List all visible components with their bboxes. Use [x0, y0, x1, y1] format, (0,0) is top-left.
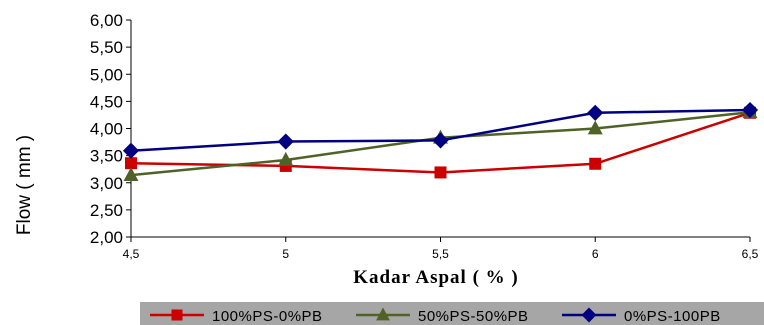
data-point-marker: [123, 143, 139, 159]
x-tick-label: 6,5: [742, 247, 759, 261]
y-tick-label: 6,00: [90, 11, 123, 30]
y-tick-labels: 2,00 2,50 3,00 3,50 4,00 4,50 5,00 5,50 6,00: [90, 11, 123, 247]
y-tick-label: 2,50: [90, 201, 123, 220]
data-point-marker: [435, 166, 447, 178]
x-tick-label: 5: [282, 247, 289, 261]
x-axis-label: Kadar Aspal ( % ): [353, 267, 519, 288]
legend: 100%PS-0%PB 50%PS-50%PB 0%PS-100PB: [140, 302, 764, 325]
y-axis-label: Flow ( mm ): [14, 135, 35, 235]
legend-label: 50%PS-50%PB: [418, 308, 529, 325]
data-point-marker: [278, 133, 294, 149]
y-tick-label: 5,00: [90, 65, 123, 84]
series-group: [123, 102, 758, 181]
legend-label: 0%PS-100PB: [624, 308, 721, 325]
x-tick-label: 6: [592, 247, 599, 261]
x-tick-label: 4,5: [123, 247, 140, 261]
y-tick-label: 2,00: [90, 228, 123, 247]
y-tick-label: 3,00: [90, 174, 123, 193]
x-tick-labels: 4,5 5 5,5 6 6,5: [123, 247, 759, 261]
x-tick-label: 5,5: [432, 247, 449, 261]
axes: [126, 20, 750, 242]
y-tick-label: 5,50: [90, 38, 123, 57]
data-point-marker: [587, 105, 603, 121]
data-point-marker: [432, 132, 448, 148]
legend-label: 100%PS-0%PB: [212, 308, 323, 325]
y-tick-label: 4,00: [90, 120, 123, 139]
data-point-marker: [589, 158, 601, 170]
y-tick-label: 3,50: [90, 147, 123, 166]
legend-marker: [172, 310, 183, 321]
y-tick-label: 4,50: [90, 92, 123, 111]
